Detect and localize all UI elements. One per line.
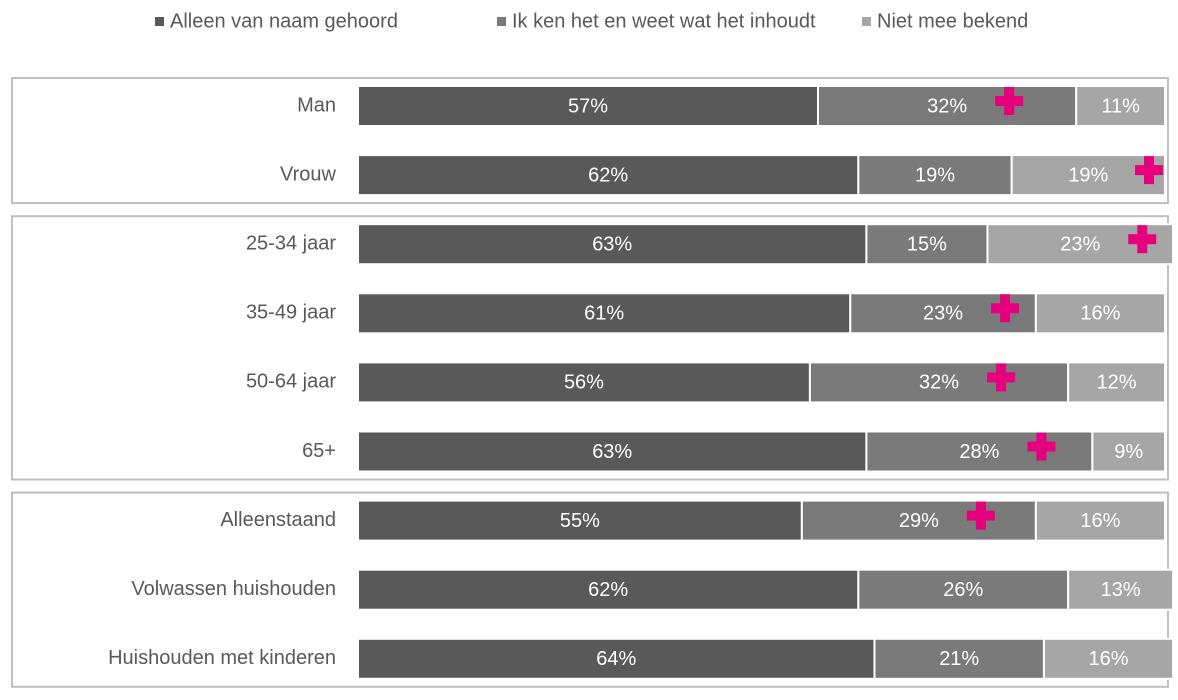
data-label: 28% bbox=[959, 441, 999, 463]
bar-segment bbox=[357, 361, 811, 404]
data-label: 32% bbox=[927, 95, 967, 117]
bar-segment bbox=[1034, 499, 1166, 542]
data-label: 56% bbox=[564, 372, 604, 394]
data-label: 64% bbox=[596, 648, 636, 670]
bar-segment bbox=[816, 85, 1078, 127]
significance-marker bbox=[1036, 432, 1047, 461]
significance-marker bbox=[1000, 294, 1011, 323]
category-label: Volwassen huishouden bbox=[131, 578, 336, 600]
data-label: 29% bbox=[899, 510, 939, 532]
bar-segment bbox=[1034, 292, 1166, 335]
data-label: 16% bbox=[1080, 303, 1120, 325]
bar-segment bbox=[865, 223, 989, 266]
category-label: 35-49 jaar bbox=[246, 302, 336, 324]
data-label: 9% bbox=[1114, 441, 1143, 463]
data-label: 55% bbox=[560, 510, 600, 532]
bar-segment bbox=[1075, 85, 1166, 127]
data-label: 21% bbox=[939, 648, 979, 670]
significance-marker bbox=[1144, 156, 1154, 185]
data-label: 19% bbox=[915, 164, 955, 186]
bar-segment bbox=[1042, 637, 1175, 680]
data-label: 61% bbox=[584, 303, 624, 325]
data-label: 13% bbox=[1101, 579, 1141, 601]
bar-segment bbox=[357, 430, 868, 473]
legend-label: Niet mee bekend bbox=[877, 10, 1028, 32]
category-label: 25-34 jaar bbox=[246, 232, 336, 254]
significance-marker bbox=[996, 363, 1007, 392]
data-label: 63% bbox=[592, 441, 632, 463]
data-label: 16% bbox=[1088, 648, 1128, 670]
bar-segment bbox=[808, 361, 1070, 404]
bar-segment bbox=[357, 637, 876, 680]
data-label: 62% bbox=[588, 579, 628, 601]
category-label: Alleenstaand bbox=[220, 509, 336, 531]
data-label: 16% bbox=[1080, 510, 1120, 532]
data-label: 19% bbox=[1068, 164, 1108, 186]
bar-segment bbox=[857, 154, 1013, 197]
data-label: 15% bbox=[907, 233, 947, 255]
bar-segment bbox=[357, 85, 819, 127]
data-label: 62% bbox=[588, 164, 628, 186]
bar-segment bbox=[1067, 568, 1175, 611]
significance-marker bbox=[1004, 87, 1015, 115]
category-label: Vrouw bbox=[280, 163, 337, 185]
data-label: 12% bbox=[1097, 372, 1137, 394]
data-label: 26% bbox=[943, 579, 983, 601]
bar-segment bbox=[873, 637, 1045, 680]
significance-marker bbox=[975, 501, 986, 530]
category-label: Man bbox=[297, 94, 336, 116]
group-box bbox=[11, 215, 1169, 481]
bar-segment bbox=[1091, 430, 1166, 473]
data-label: 57% bbox=[568, 95, 608, 117]
data-label: 11% bbox=[1101, 95, 1140, 117]
bar-segment bbox=[357, 154, 860, 197]
legend-swatch bbox=[155, 17, 164, 26]
data-label: 63% bbox=[592, 233, 632, 255]
legend-label: Alleen van naam gehoord bbox=[170, 10, 398, 32]
category-label: 50-64 jaar bbox=[246, 371, 336, 393]
bar-segment bbox=[857, 568, 1070, 611]
legend-swatch bbox=[497, 17, 506, 26]
bar-segment bbox=[1067, 361, 1167, 404]
significance-marker bbox=[1137, 225, 1148, 254]
legend-label: Ik ken het en weet wat het inhoudt bbox=[512, 10, 816, 32]
group-box bbox=[11, 77, 1169, 205]
category-label: Huishouden met kinderen bbox=[108, 647, 336, 669]
category-label: 65+ bbox=[302, 440, 336, 462]
data-label: 23% bbox=[923, 303, 963, 325]
data-label: 32% bbox=[919, 372, 959, 394]
legend-swatch bbox=[862, 17, 871, 26]
bar-segment bbox=[357, 568, 860, 611]
data-label: 23% bbox=[1060, 233, 1100, 255]
bar-segment bbox=[357, 223, 868, 266]
